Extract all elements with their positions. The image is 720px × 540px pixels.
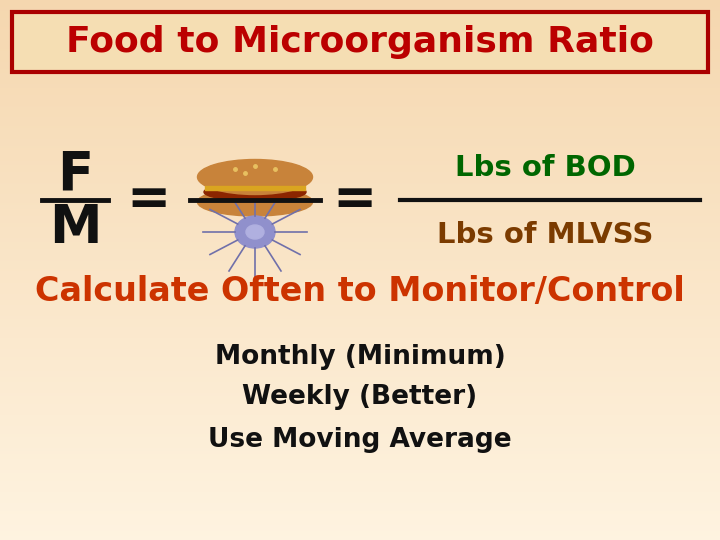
Ellipse shape (246, 225, 264, 239)
Ellipse shape (197, 188, 312, 216)
Ellipse shape (235, 216, 275, 248)
Text: =: = (332, 174, 376, 226)
Text: Monthly (Minimum): Monthly (Minimum) (215, 344, 505, 370)
Ellipse shape (197, 159, 312, 194)
Text: Use Moving Average: Use Moving Average (208, 427, 512, 453)
Text: M: M (49, 202, 102, 254)
Text: Calculate Often to Monitor/Control: Calculate Often to Monitor/Control (35, 275, 685, 308)
Text: Weekly (Better): Weekly (Better) (243, 384, 477, 410)
Text: Food to Microorganism Ratio: Food to Microorganism Ratio (66, 25, 654, 59)
Text: F: F (57, 149, 93, 201)
Text: Lbs of BOD: Lbs of BOD (454, 154, 635, 182)
Text: Lbs of MLVSS: Lbs of MLVSS (437, 221, 653, 249)
Text: =: = (126, 174, 170, 226)
Ellipse shape (204, 183, 306, 201)
FancyBboxPatch shape (12, 12, 708, 72)
